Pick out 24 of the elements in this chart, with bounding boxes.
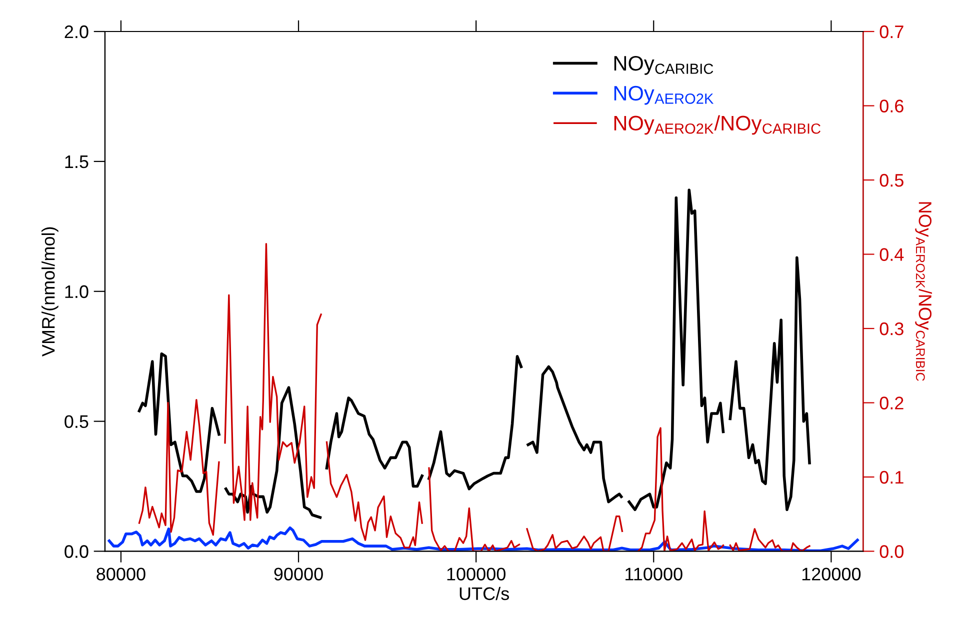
y-tick-label: 1.5 — [65, 156, 88, 168]
legend-label: NOy$_{AERO2K}$ — [614, 86, 714, 105]
y-tick-label: 0.5 — [64, 415, 88, 428]
y2-tick-label: 0.4 — [880, 248, 904, 261]
x-axis-title: UTC/s — [460, 586, 509, 600]
x-tick-label: 120000 — [802, 568, 861, 580]
x-tick-label: 110000 — [626, 568, 682, 580]
y-tick-label: 2.0 — [64, 25, 88, 38]
y2-tick-label: 0.7 — [880, 25, 904, 38]
y-axis-title: VMR/(nmol/mol) — [42, 227, 58, 356]
y2-tick-label: 0.1 — [880, 470, 904, 484]
y2-tick-label: 0.5 — [880, 174, 904, 187]
legend-label: NOy$_{CARIBIC}$ — [614, 56, 714, 75]
y2-tick-label: 0.3 — [880, 322, 904, 336]
y-tick-label: 0.0 — [64, 545, 88, 558]
y-tick-label: 1.0 — [65, 285, 88, 298]
x-tick-label: 100000 — [447, 568, 506, 580]
y2-axis-title: NOy$_{AERO2K}$/NOy$_{CARIBIC}$ — [915, 202, 932, 381]
y2-tick-label: 0.6 — [880, 100, 904, 112]
y2-tick-label: 0.0 — [880, 545, 904, 558]
y2-tick-label: 0.2 — [880, 396, 904, 410]
x-tick-label: 80000 — [96, 568, 146, 580]
legend-label: NOy$_{AERO2K}$/NOy$_{CARIBIC}$ — [614, 115, 821, 135]
x-tick-label: 90000 — [274, 568, 323, 580]
